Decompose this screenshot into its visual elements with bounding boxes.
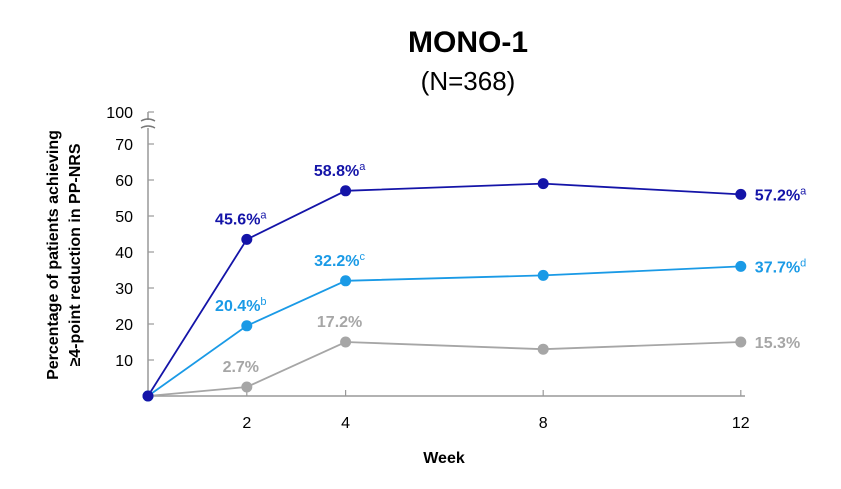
chart-title: MONO-1 bbox=[408, 26, 528, 59]
y-axis-label-line-2: ≥4-point reduction in PP-NRS bbox=[67, 143, 84, 366]
data-label-series-0: 45.6%a bbox=[215, 209, 267, 228]
series-line-1 bbox=[147, 265, 741, 397]
series-0-point bbox=[537, 178, 549, 190]
data-labels-layer: 45.6%a 58.8%a 57.2%a 20.4%b 32.2%c 37.7%d 2.7%… bbox=[215, 161, 807, 376]
y-tick-label: 70 bbox=[115, 137, 133, 154]
series-0-point bbox=[340, 185, 352, 197]
axis-break-mark bbox=[140, 118, 156, 129]
series-2-point bbox=[241, 381, 253, 393]
series-1-point bbox=[537, 269, 549, 281]
y-tick-label: 100 bbox=[106, 105, 133, 122]
series-2-point bbox=[340, 336, 352, 348]
data-label-series-1: 37.7%d bbox=[755, 257, 807, 276]
y-tick-label: 50 bbox=[115, 209, 133, 226]
data-label-series-2: 17.2% bbox=[317, 314, 362, 331]
x-axis-label: Week bbox=[423, 450, 465, 467]
series-1-point bbox=[735, 260, 747, 272]
series-0-point bbox=[241, 233, 253, 245]
series-0-point bbox=[735, 188, 747, 200]
data-label-series-2: 15.3% bbox=[755, 335, 800, 352]
series-1-point bbox=[241, 320, 253, 332]
chart-subtitle: (N=368) bbox=[421, 66, 516, 96]
x-tick-label: 2 bbox=[242, 415, 251, 432]
y-tick-label: 40 bbox=[115, 245, 133, 262]
data-label-series-0: 57.2%a bbox=[755, 185, 807, 204]
series-2-point bbox=[735, 336, 747, 348]
x-tick-label: 8 bbox=[539, 415, 548, 432]
x-tick-label: 12 bbox=[732, 415, 750, 432]
series-0-point bbox=[142, 390, 154, 402]
data-label-series-1: 20.4%b bbox=[215, 296, 266, 315]
y-tick-label: 60 bbox=[115, 173, 133, 190]
data-label-series-2: 2.7% bbox=[223, 359, 259, 376]
y-tick-label: 20 bbox=[115, 317, 133, 334]
series-layer bbox=[142, 178, 747, 402]
y-tick-label: 10 bbox=[115, 353, 133, 370]
series-2-point bbox=[537, 343, 549, 355]
data-label-series-0: 58.8%a bbox=[314, 161, 366, 180]
axes: 10 20 30 40 50 60 70 100 2 4 8 12 bbox=[106, 105, 750, 432]
x-tick-label: 4 bbox=[341, 415, 350, 432]
data-label-series-1: 32.2%c bbox=[314, 251, 365, 270]
y-tick-label: 30 bbox=[115, 281, 133, 298]
series-1-point bbox=[340, 275, 352, 287]
y-axis-label: Percentage of patients achieving bbox=[45, 130, 62, 380]
y-axis-label-line-1: Percentage of patients achieving bbox=[45, 130, 62, 380]
y-axis-label-2: ≥4-point reduction in PP-NRS bbox=[67, 143, 84, 366]
